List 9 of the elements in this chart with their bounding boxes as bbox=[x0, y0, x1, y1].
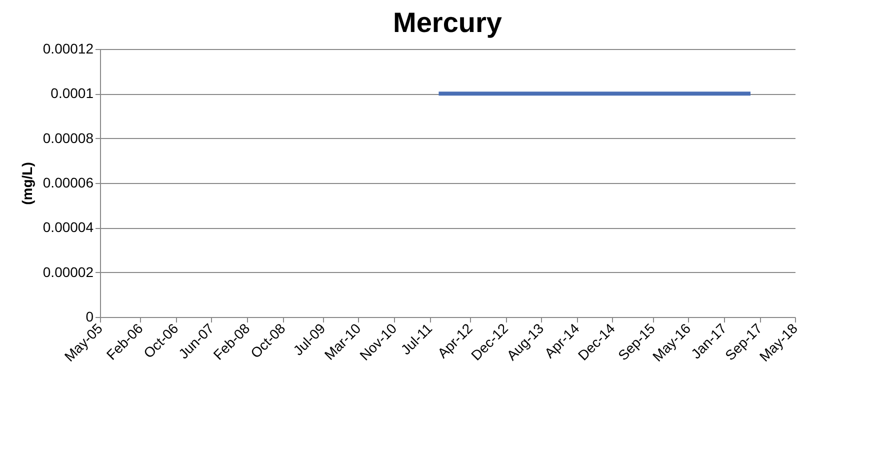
y-tick-label: 0.00002 bbox=[42, 264, 94, 280]
y-tick-label: 0 bbox=[86, 308, 94, 324]
y-tick-label: 0.00004 bbox=[42, 219, 94, 236]
y-tick-label: 0.00012 bbox=[42, 40, 94, 56]
y-tick-label: 0.0001 bbox=[50, 85, 94, 102]
chart-title: Mercury bbox=[393, 7, 502, 38]
y-axis-title: (mg/L) bbox=[18, 162, 35, 205]
y-tick-label: 0.00006 bbox=[42, 174, 94, 190]
y-tick-label: 0.00008 bbox=[42, 130, 94, 146]
